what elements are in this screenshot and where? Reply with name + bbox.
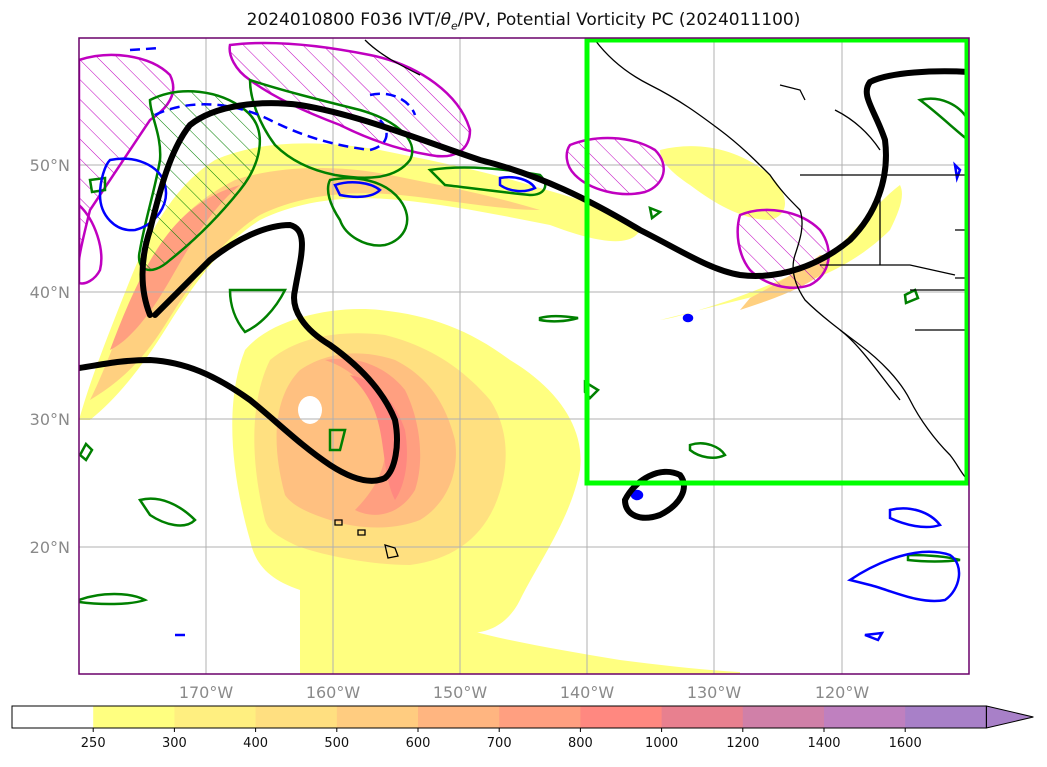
lon-label: 160°W bbox=[306, 683, 361, 702]
colorbar-segment bbox=[499, 706, 581, 728]
theta-e-contours bbox=[79, 78, 969, 606]
lon-label: 130°W bbox=[687, 683, 742, 702]
coastlines bbox=[334, 39, 969, 559]
colorbar-extend-arrow bbox=[985, 705, 1034, 729]
colorbar-segment bbox=[336, 706, 419, 728]
colorbar-tick-label: 800 bbox=[568, 736, 593, 751]
lat-label: 30°N bbox=[30, 410, 70, 429]
lon-label: 170°W bbox=[179, 683, 234, 702]
colorbar-segment bbox=[905, 706, 987, 728]
lon-label: 150°W bbox=[433, 683, 488, 702]
pv-contour bbox=[79, 68, 969, 521]
colorbar-tick-label: 1000 bbox=[645, 736, 678, 751]
colorbar-tick-label: 300 bbox=[162, 736, 187, 751]
colorbar-tick-label: 1600 bbox=[889, 736, 922, 751]
lat-label: 50°N bbox=[30, 156, 70, 175]
colorbar-segment bbox=[742, 706, 825, 728]
colorbar-segment bbox=[93, 706, 175, 728]
theta-e-negative-contours bbox=[98, 46, 962, 642]
colorbar-tick-label: 1400 bbox=[807, 736, 840, 751]
colorbar-tick-label: 1200 bbox=[726, 736, 759, 751]
colorbar: 250 300 400 500 600 700 800 1000 1200 1400 1600 bbox=[11, 705, 1034, 751]
colorbar-tick-label: 400 bbox=[243, 736, 268, 751]
colorbar-segment bbox=[661, 706, 744, 728]
graticule bbox=[79, 38, 969, 674]
highlight-box bbox=[584, 38, 969, 486]
colorbar-segment bbox=[255, 706, 338, 728]
lat-labels: 50°N 40°N 30°N 20°N bbox=[30, 156, 70, 557]
lat-label: 40°N bbox=[30, 283, 70, 302]
colorbar-tick-label: 500 bbox=[324, 736, 349, 751]
colorbar-segment bbox=[174, 706, 257, 728]
colorbar-tick-label: 250 bbox=[81, 736, 106, 751]
colorbar-segment bbox=[12, 706, 94, 728]
colorbar-segment bbox=[418, 706, 500, 728]
colorbar-segment bbox=[824, 706, 906, 728]
colorbar-tick-label: 700 bbox=[487, 736, 512, 751]
lon-label: 140°W bbox=[560, 683, 615, 702]
colorbar-tick-label: 600 bbox=[406, 736, 431, 751]
lat-label: 20°N bbox=[30, 538, 70, 557]
map-title: 2024010800 F036 IVT/θe/PV, Potential Vor… bbox=[246, 10, 801, 33]
lon-label: 120°W bbox=[815, 683, 870, 702]
lon-labels: 170°W 160°W 150°W 140°W 130°W 120°W bbox=[179, 683, 870, 702]
colorbar-segment bbox=[580, 706, 663, 728]
